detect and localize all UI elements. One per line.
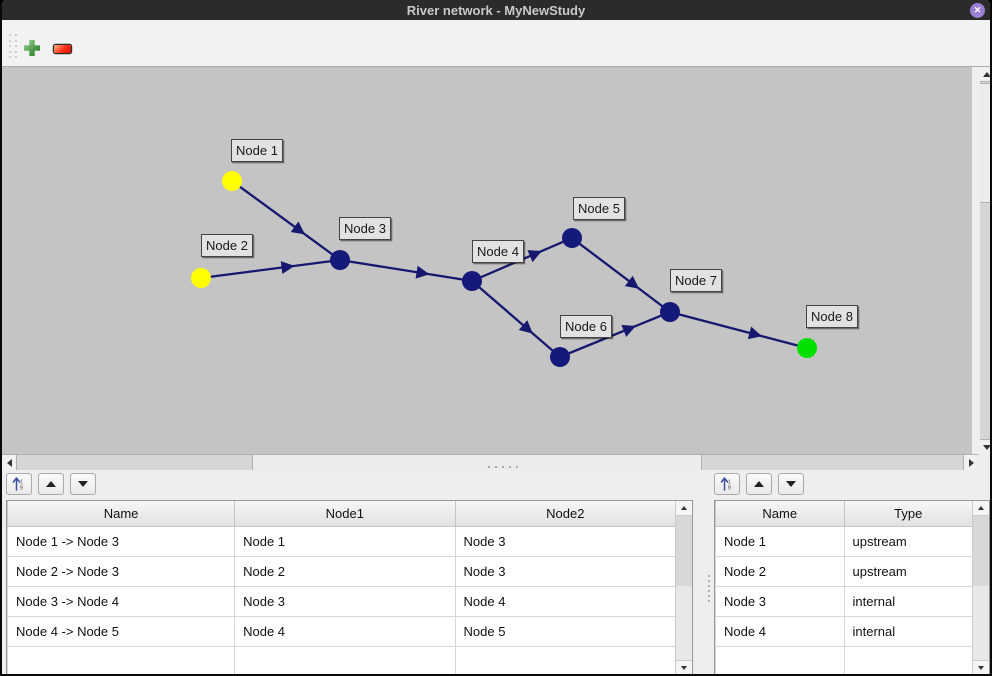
svg-text:9: 9 [728, 486, 731, 492]
svg-text:9: 9 [20, 486, 23, 492]
